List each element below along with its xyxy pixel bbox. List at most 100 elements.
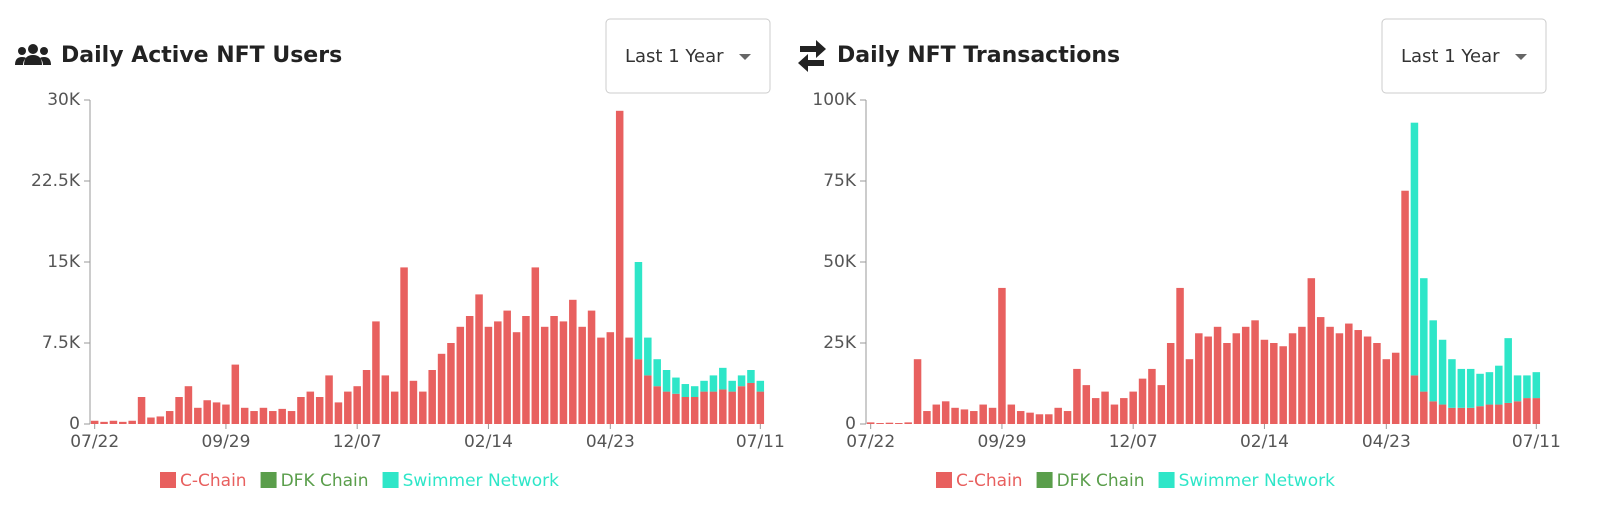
bar-segment xyxy=(960,409,969,424)
dropdown-label[interactable]: Last 1 Year xyxy=(1401,46,1500,67)
bar-segment xyxy=(728,391,736,424)
bar-segment xyxy=(409,380,418,424)
bar-segment xyxy=(231,364,240,424)
bar-segment xyxy=(372,321,380,424)
bar-segment xyxy=(1485,372,1494,405)
bar-segment xyxy=(1270,343,1278,424)
bar-segment xyxy=(1073,368,1081,424)
bar-segment xyxy=(1420,278,1428,392)
bar-segment xyxy=(1157,385,1166,424)
bar-segment xyxy=(456,326,465,424)
x-tick-label: 02/14 xyxy=(464,432,513,452)
bar-segment xyxy=(540,326,549,424)
legend-swatch[interactable] xyxy=(936,472,952,488)
bar-segment xyxy=(1354,330,1362,424)
bar-segment xyxy=(1232,333,1241,424)
dropdown[interactable] xyxy=(605,18,771,94)
bar-segment xyxy=(979,404,987,424)
y-tick-label: 30K xyxy=(47,90,81,110)
legend-swatch[interactable] xyxy=(260,472,277,488)
bar-segment xyxy=(1438,404,1447,424)
dropdown[interactable] xyxy=(1381,18,1547,94)
bar-segment xyxy=(1495,404,1503,424)
bar-segment xyxy=(269,411,277,424)
bar-segment xyxy=(1448,407,1456,424)
legend-label[interactable]: DFK Chain xyxy=(281,471,369,491)
x-tick-label: 12/07 xyxy=(1109,432,1158,452)
bar-segment xyxy=(923,411,931,424)
bar-segment xyxy=(175,397,183,424)
bar-segment xyxy=(259,407,268,424)
bar-segment xyxy=(904,422,912,424)
dropdown-caret[interactable] xyxy=(1515,54,1527,60)
dropdown-caret[interactable] xyxy=(739,54,751,60)
bar-segment xyxy=(1204,336,1212,424)
bar-segment xyxy=(1326,326,1334,424)
bar-segment xyxy=(970,411,978,424)
users-icon xyxy=(15,44,51,65)
bar-segment xyxy=(1345,323,1353,424)
bar-segment xyxy=(1532,372,1541,399)
bar-segment xyxy=(569,299,577,424)
y-tick-label: 0 xyxy=(69,414,80,434)
bar-segment xyxy=(876,423,884,424)
bar-segment xyxy=(203,400,211,424)
bar-segment xyxy=(1138,378,1147,424)
bar-segment xyxy=(128,420,136,424)
bar-segment xyxy=(737,386,746,424)
bar-segment xyxy=(737,375,746,387)
legend-label[interactable]: Swimmer Network xyxy=(1179,471,1336,491)
dropdown-label[interactable]: Last 1 Year xyxy=(625,46,724,67)
bar-segment xyxy=(1495,365,1503,405)
bar-segment xyxy=(90,420,99,424)
bar-segment xyxy=(1298,326,1306,424)
exchange-icon xyxy=(798,40,826,72)
bar-segment xyxy=(1476,406,1484,424)
bar-segment xyxy=(559,321,568,424)
x-tick-label: 09/29 xyxy=(201,432,250,452)
bar-segment xyxy=(709,375,718,392)
bar-segment xyxy=(100,421,108,424)
bar-segment xyxy=(1429,401,1437,424)
bar-segment xyxy=(1091,398,1100,424)
bar-segment xyxy=(1241,326,1250,424)
legend-label[interactable]: DFK Chain xyxy=(1057,471,1145,491)
bar-segment xyxy=(597,337,605,424)
bar-segment xyxy=(1523,375,1531,399)
bar-segment xyxy=(1335,333,1344,424)
chart-title: Daily NFT Transactions xyxy=(837,43,1120,68)
bar-segment xyxy=(1045,414,1053,424)
legend-swatch[interactable] xyxy=(1036,472,1053,488)
bar-segment xyxy=(353,386,361,424)
bar-segment xyxy=(634,262,643,360)
bar-segment xyxy=(1110,404,1119,424)
bar-segment xyxy=(1026,412,1034,424)
legend-label[interactable]: C-Chain xyxy=(956,471,1023,491)
bar-segment xyxy=(1466,368,1475,408)
legend-label[interactable]: Swimmer Network xyxy=(403,471,560,491)
x-tick-label: 04/23 xyxy=(1362,432,1411,452)
bar-segment xyxy=(1148,368,1156,424)
legend-label[interactable]: C-Chain xyxy=(180,471,247,491)
bar-segment xyxy=(1373,343,1381,424)
bar-segment xyxy=(306,391,315,424)
bar-segment xyxy=(419,391,427,424)
bar-segment xyxy=(390,391,399,424)
bar-segment xyxy=(1485,404,1494,424)
bar-segment xyxy=(1410,122,1419,376)
bar-segment xyxy=(437,353,446,424)
legend-swatch[interactable] xyxy=(382,472,399,488)
legend-swatch[interactable] xyxy=(1158,472,1175,488)
bar-segment xyxy=(662,391,671,424)
bar-segment xyxy=(1532,398,1541,424)
y-tick-label: 22.5K xyxy=(31,171,81,191)
bar-segment xyxy=(1176,287,1184,424)
bar-segment xyxy=(1185,359,1194,424)
legend-swatch[interactable] xyxy=(160,472,176,488)
bar-segment xyxy=(932,404,941,424)
bar-segment xyxy=(1410,375,1419,424)
bar-segment xyxy=(951,407,959,424)
bar-segment xyxy=(653,359,661,387)
bar-segment xyxy=(1035,414,1044,424)
